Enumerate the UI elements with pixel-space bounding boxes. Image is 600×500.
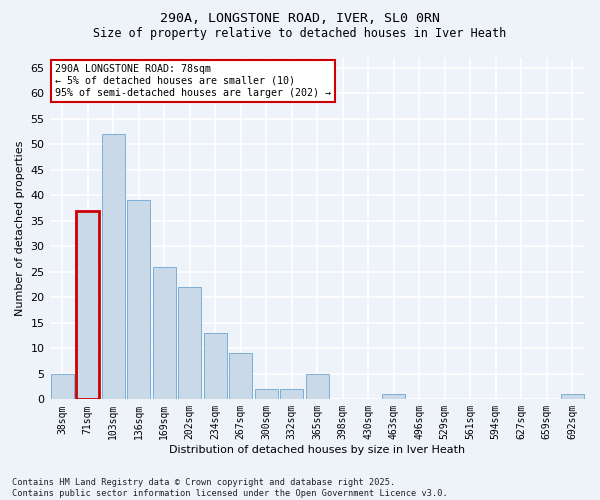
Bar [102, 134, 125, 400]
Text: 290A LONGSTONE ROAD: 78sqm
← 5% of detached houses are smaller (10)
95% of semi-: 290A LONGSTONE ROAD: 78sqm ← 5% of detac… [55, 64, 331, 98]
Bar [153, 266, 176, 400]
Bar [178, 287, 201, 400]
Bar [382, 394, 405, 400]
Text: Contains HM Land Registry data © Crown copyright and database right 2025.
Contai: Contains HM Land Registry data © Crown c… [12, 478, 448, 498]
Text: Size of property relative to detached houses in Iver Heath: Size of property relative to detached ho… [94, 28, 506, 40]
Text: 290A, LONGSTONE ROAD, IVER, SL0 0RN: 290A, LONGSTONE ROAD, IVER, SL0 0RN [160, 12, 440, 26]
X-axis label: Distribution of detached houses by size in Iver Heath: Distribution of detached houses by size … [169, 445, 466, 455]
Bar [306, 374, 329, 400]
Bar [51, 374, 74, 400]
Bar [127, 200, 150, 400]
Bar [255, 389, 278, 400]
Y-axis label: Number of detached properties: Number of detached properties [15, 140, 25, 316]
Bar [280, 389, 303, 400]
Bar [561, 394, 584, 400]
Bar [229, 354, 252, 400]
Bar [76, 210, 99, 400]
Bar [204, 333, 227, 400]
Bar [76, 210, 99, 400]
